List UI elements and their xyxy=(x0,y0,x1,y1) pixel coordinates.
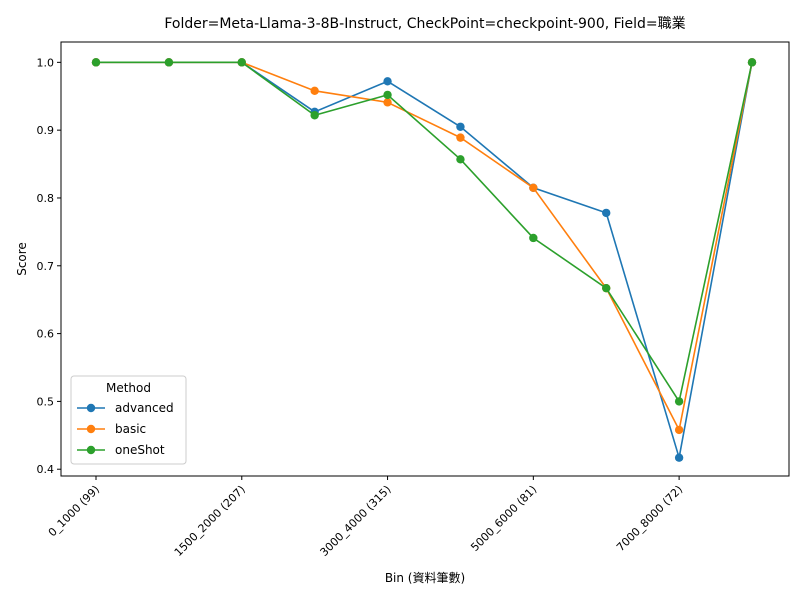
data-point xyxy=(164,58,174,67)
data-point xyxy=(310,111,319,120)
x-tick-label: 5000_6000 (81) xyxy=(468,483,539,554)
legend-label: oneShot xyxy=(115,443,165,457)
x-axis-label: Bin (資料筆數) xyxy=(385,571,465,585)
series-advanced xyxy=(91,58,757,462)
y-tick-label: 0.9 xyxy=(37,124,55,137)
legend-swatch-marker xyxy=(86,403,96,413)
data-point xyxy=(383,98,392,107)
x-tick-label: 7000_8000 (72) xyxy=(614,483,685,554)
data-point xyxy=(529,233,538,243)
data-point xyxy=(674,397,684,406)
data-point xyxy=(237,58,246,67)
data-point xyxy=(529,183,538,192)
y-axis: 0.4 0.5 0.6 0.7 0.8 0.9 1.0 xyxy=(37,56,61,476)
legend-item-basic: basic xyxy=(77,422,146,436)
data-point xyxy=(383,90,392,100)
data-point xyxy=(747,58,757,67)
x-axis: 0_1000 (99) 1500_2000 (207) 3000_4000 (315… xyxy=(46,476,685,559)
y-tick-label: 0.6 xyxy=(37,328,55,341)
legend-item-advanced: advanced xyxy=(77,401,174,415)
y-tick-label: 0.8 xyxy=(37,192,55,205)
data-point xyxy=(456,155,465,164)
legend-label: advanced xyxy=(115,401,174,415)
legend-box xyxy=(70,375,187,465)
x-tick-label: 3000_4000 (315) xyxy=(318,483,394,559)
legend-item-oneShot: oneShot xyxy=(77,443,165,457)
data-point xyxy=(456,133,465,142)
data-point xyxy=(456,122,465,131)
series-basic xyxy=(91,58,757,435)
series-line xyxy=(96,61,753,404)
y-tick-label: 1.0 xyxy=(37,56,55,69)
x-tick-label: 1500_2000 (207) xyxy=(172,483,248,559)
series-oneShot xyxy=(91,58,757,406)
data-point xyxy=(383,77,392,86)
legend-label: basic xyxy=(115,422,146,436)
y-axis-label: Score xyxy=(15,242,29,276)
data-point xyxy=(674,425,684,435)
y-tick-label: 0.5 xyxy=(37,395,55,408)
legend-swatch-marker xyxy=(86,445,96,455)
series-layer xyxy=(91,58,757,462)
plot-frame xyxy=(60,41,790,477)
y-tick-label: 0.7 xyxy=(37,260,55,273)
y-tick-label: 0.4 xyxy=(37,463,55,476)
legend-swatch-marker xyxy=(86,424,96,434)
series-line xyxy=(96,61,753,458)
x-tick-label: 0_1000 (99) xyxy=(46,483,102,539)
data-point xyxy=(91,58,101,67)
data-point xyxy=(602,283,611,293)
data-point xyxy=(310,86,319,96)
legend-title: Method xyxy=(106,381,151,395)
chart-title: Folder=Meta-Llama-3-8B-Instruct, CheckPo… xyxy=(164,16,685,32)
data-point xyxy=(602,208,611,218)
data-point xyxy=(674,453,684,462)
legend: Method advanced basic oneShot xyxy=(70,375,187,465)
